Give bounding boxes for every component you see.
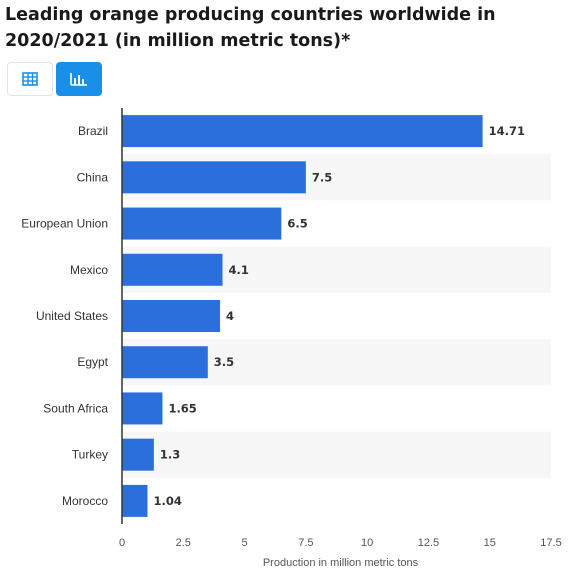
bar-chart-icon [70, 73, 87, 86]
category-label: United States [36, 309, 108, 323]
x-axis-title: Production in million metric tons [263, 557, 419, 569]
bar[interactable] [122, 484, 148, 517]
x-tick-label: 17.5 [540, 537, 561, 549]
data-label: 14.71 [489, 124, 525, 138]
data-label: 3.5 [214, 355, 234, 369]
category-label: European Union [21, 217, 108, 231]
bar[interactable] [122, 438, 154, 471]
x-tick-label: 7.5 [298, 537, 313, 549]
bar[interactable] [122, 300, 221, 332]
bar[interactable] [122, 207, 282, 240]
data-label: 1.3 [160, 448, 180, 462]
data-label: 1.04 [153, 494, 181, 508]
x-tick-label: 15 [484, 537, 496, 549]
data-label: 6.5 [287, 217, 307, 231]
x-tick-label: 12.5 [418, 537, 439, 549]
x-tick-label: 2.5 [176, 537, 191, 549]
x-tick-label: 5 [242, 537, 248, 549]
category-label: South Africa [43, 401, 108, 415]
chart-title: Leading orange producing countries world… [5, 5, 496, 51]
category-label: Brazil [78, 124, 108, 138]
bar[interactable] [122, 161, 306, 194]
table-icon [22, 72, 38, 86]
bar[interactable] [122, 253, 223, 286]
category-label: China [77, 170, 109, 184]
category-label: Mexico [70, 263, 108, 277]
data-label: 7.5 [312, 170, 332, 184]
data-label: 1.65 [168, 401, 196, 415]
table-view-button[interactable] [7, 62, 53, 96]
category-label: Morocco [62, 494, 108, 508]
category-label: Egypt [77, 355, 108, 369]
data-label: 4.1 [229, 263, 249, 277]
bar[interactable] [122, 346, 208, 379]
category-label: Turkey [72, 448, 108, 462]
x-tick-label: 0 [119, 537, 125, 549]
chart-view-button[interactable] [56, 62, 102, 96]
x-tick-label: 10 [361, 537, 373, 549]
row-stripe [122, 431, 551, 478]
data-label: 4 [226, 309, 234, 323]
bar[interactable] [122, 115, 483, 148]
bar[interactable] [122, 392, 163, 425]
